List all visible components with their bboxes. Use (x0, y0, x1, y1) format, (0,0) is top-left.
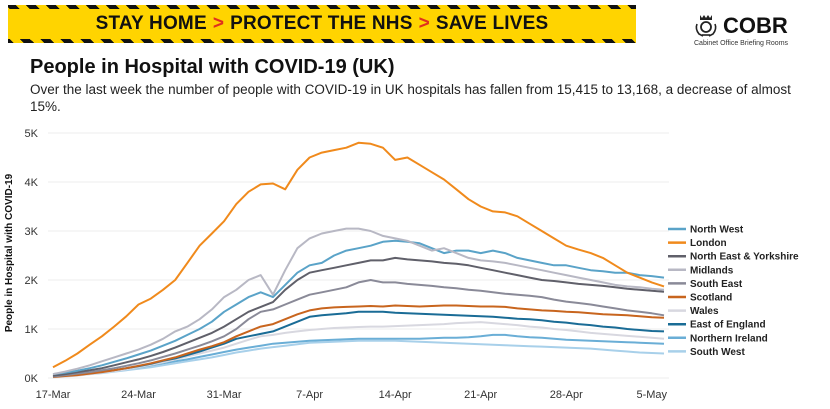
x-tick-label: 5-May (636, 389, 667, 401)
series-line-scotland (52, 304, 665, 378)
chart-legend: North West London North East & Yorkshire Mi… (668, 225, 799, 358)
page-title: People in Hospital with COVID-19 (UK) (30, 56, 395, 78)
y-axis-ticks: 0K 1K 2K 3K 4K 5K (25, 128, 39, 385)
y-axis-label: People in Hospital with COVID-19 (4, 173, 15, 332)
legend-label: South East (690, 279, 743, 290)
y-tick-label: 5K (25, 128, 39, 140)
legend-label: Wales (690, 306, 719, 317)
series-lines (52, 141, 665, 379)
logo-name: COBR (723, 13, 788, 38)
y-tick-label: 1K (25, 324, 39, 336)
legend-label: North West (690, 225, 744, 236)
series-line-south-west (52, 339, 665, 378)
series-line-wales (52, 321, 665, 379)
x-tick-label: 31-Mar (207, 389, 242, 401)
x-tick-label: 17-Mar (36, 389, 71, 401)
series-line-london (52, 141, 665, 369)
royal-crest-icon (695, 15, 717, 37)
x-tick-label: 14-Apr (379, 389, 412, 401)
series-line-north-west (52, 239, 665, 376)
hospital-line-chart: 0K 1K 2K 3K 4K 5K 17-Mar 24-Mar 31-Mar 7-Apr 14-A… (4, 128, 799, 401)
legend-label: London (690, 238, 727, 249)
x-tick-label: 24-Mar (121, 389, 156, 401)
banner-stay-home: STAY HOME (95, 13, 207, 34)
x-axis-ticks: 17-Mar 24-Mar 31-Mar 7-Apr 14-Apr 21-Apr 28-Ap… (36, 389, 668, 401)
y-tick-label: 4K (25, 177, 39, 189)
banner-protect-nhs: PROTECT THE NHS (230, 13, 413, 34)
legend-label: Midlands (690, 265, 734, 276)
y-tick-label: 3K (25, 226, 39, 238)
legend-label: Scotland (690, 293, 732, 304)
x-tick-label: 21-Apr (464, 389, 497, 401)
banner-chevron-icon: > (212, 13, 225, 34)
series-line-midlands (52, 227, 665, 376)
banner-chevron-icon: > (418, 13, 430, 34)
y-tick-label: 0K (25, 373, 39, 385)
series-line-south-east (52, 279, 665, 378)
legend-label: Northern Ireland (690, 333, 768, 344)
legend-label: East of England (690, 320, 766, 331)
x-tick-label: 28-Apr (550, 389, 583, 401)
y-tick-label: 2K (25, 275, 39, 287)
x-tick-label: 7-Apr (296, 389, 323, 401)
legend-label: South West (690, 347, 745, 358)
series-line-north-east-yorkshire (52, 256, 665, 377)
slogan-banner: STAY HOME > PROTECT THE NHS > SAVE LIVES (8, 5, 636, 43)
banner-save-lives: SAVE LIVES (435, 13, 549, 34)
logo-subtitle: Cabinet Office Briefing Rooms (694, 40, 789, 47)
banner-slogan: STAY HOME > PROTECT THE NHS > SAVE LIVES (96, 13, 549, 35)
legend-label: North East & Yorkshire (690, 252, 799, 263)
page-subtitle: Over the last week the number of people … (30, 82, 791, 114)
